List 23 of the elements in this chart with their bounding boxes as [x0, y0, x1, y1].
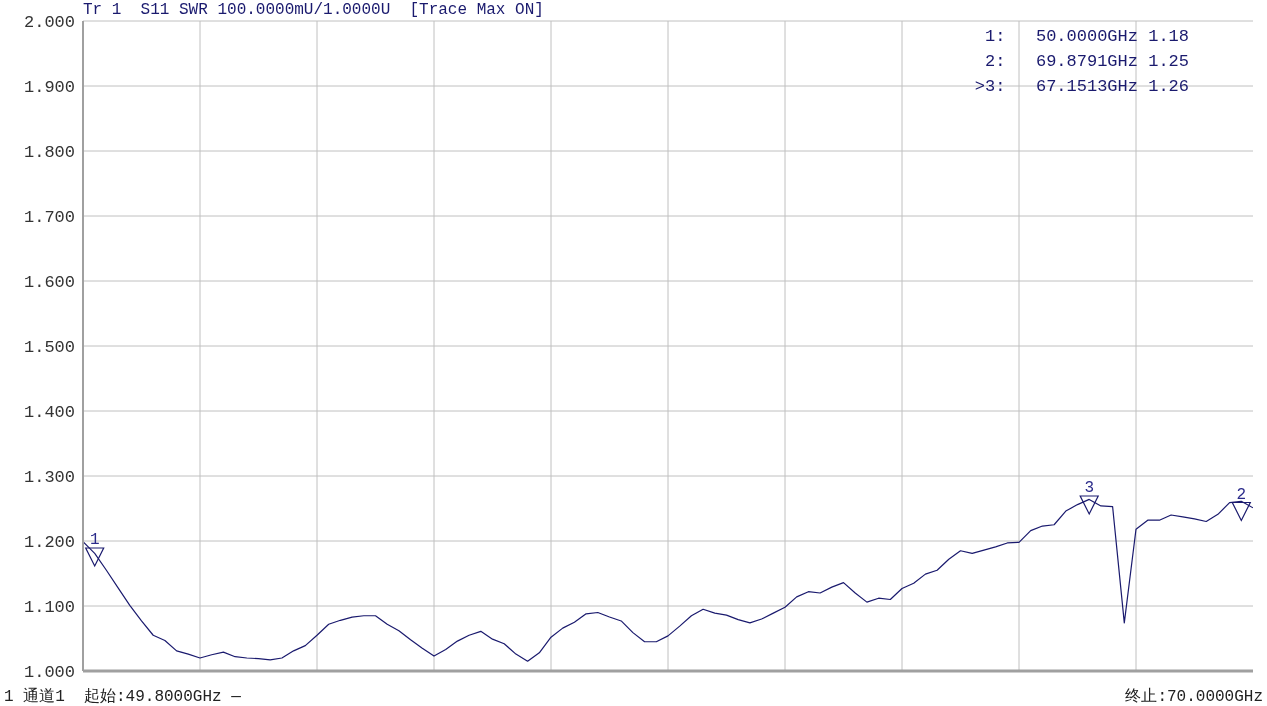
y-tick-label: 1.700 [23, 208, 75, 228]
y-tick-label: 1.400 [23, 403, 75, 423]
point [1231, 501, 1251, 522]
y-tick-label: 2.000 [23, 13, 75, 33]
text: 终止:70.0000GHz [1125, 686, 1263, 706]
text: 1 通道1 起始:49.8000GHz — [4, 686, 241, 706]
y-tick-label: 1.100 [23, 598, 75, 618]
y-tick-label: 1.200 [23, 533, 75, 553]
annotation: 1: 50.0000GHz 1.18 [983, 26, 1189, 48]
series-label: 2 [1236, 485, 1247, 504]
point [1079, 495, 1099, 515]
series-label: 3 [1084, 479, 1094, 497]
series-label: 1 [89, 531, 100, 549]
annotation: 2: 69.8791GHz 1.25 [983, 51, 1189, 73]
annotation: >3: 67.1513GHz 1.26 [974, 76, 1189, 98]
point [85, 547, 105, 567]
y-tick-label: 1.900 [23, 78, 75, 98]
y-tick-label: 1.500 [23, 338, 75, 358]
y-tick-label: 1.800 [23, 143, 75, 163]
y-tick-label: 1.300 [23, 468, 75, 488]
y-tick-label: 1.600 [23, 273, 75, 293]
y-tick-label: 1.000 [23, 663, 75, 683]
chart-title: Tr 1 S11 SWR 100.0000mU/1.0000U [Trace Max ON] [83, 1, 544, 19]
